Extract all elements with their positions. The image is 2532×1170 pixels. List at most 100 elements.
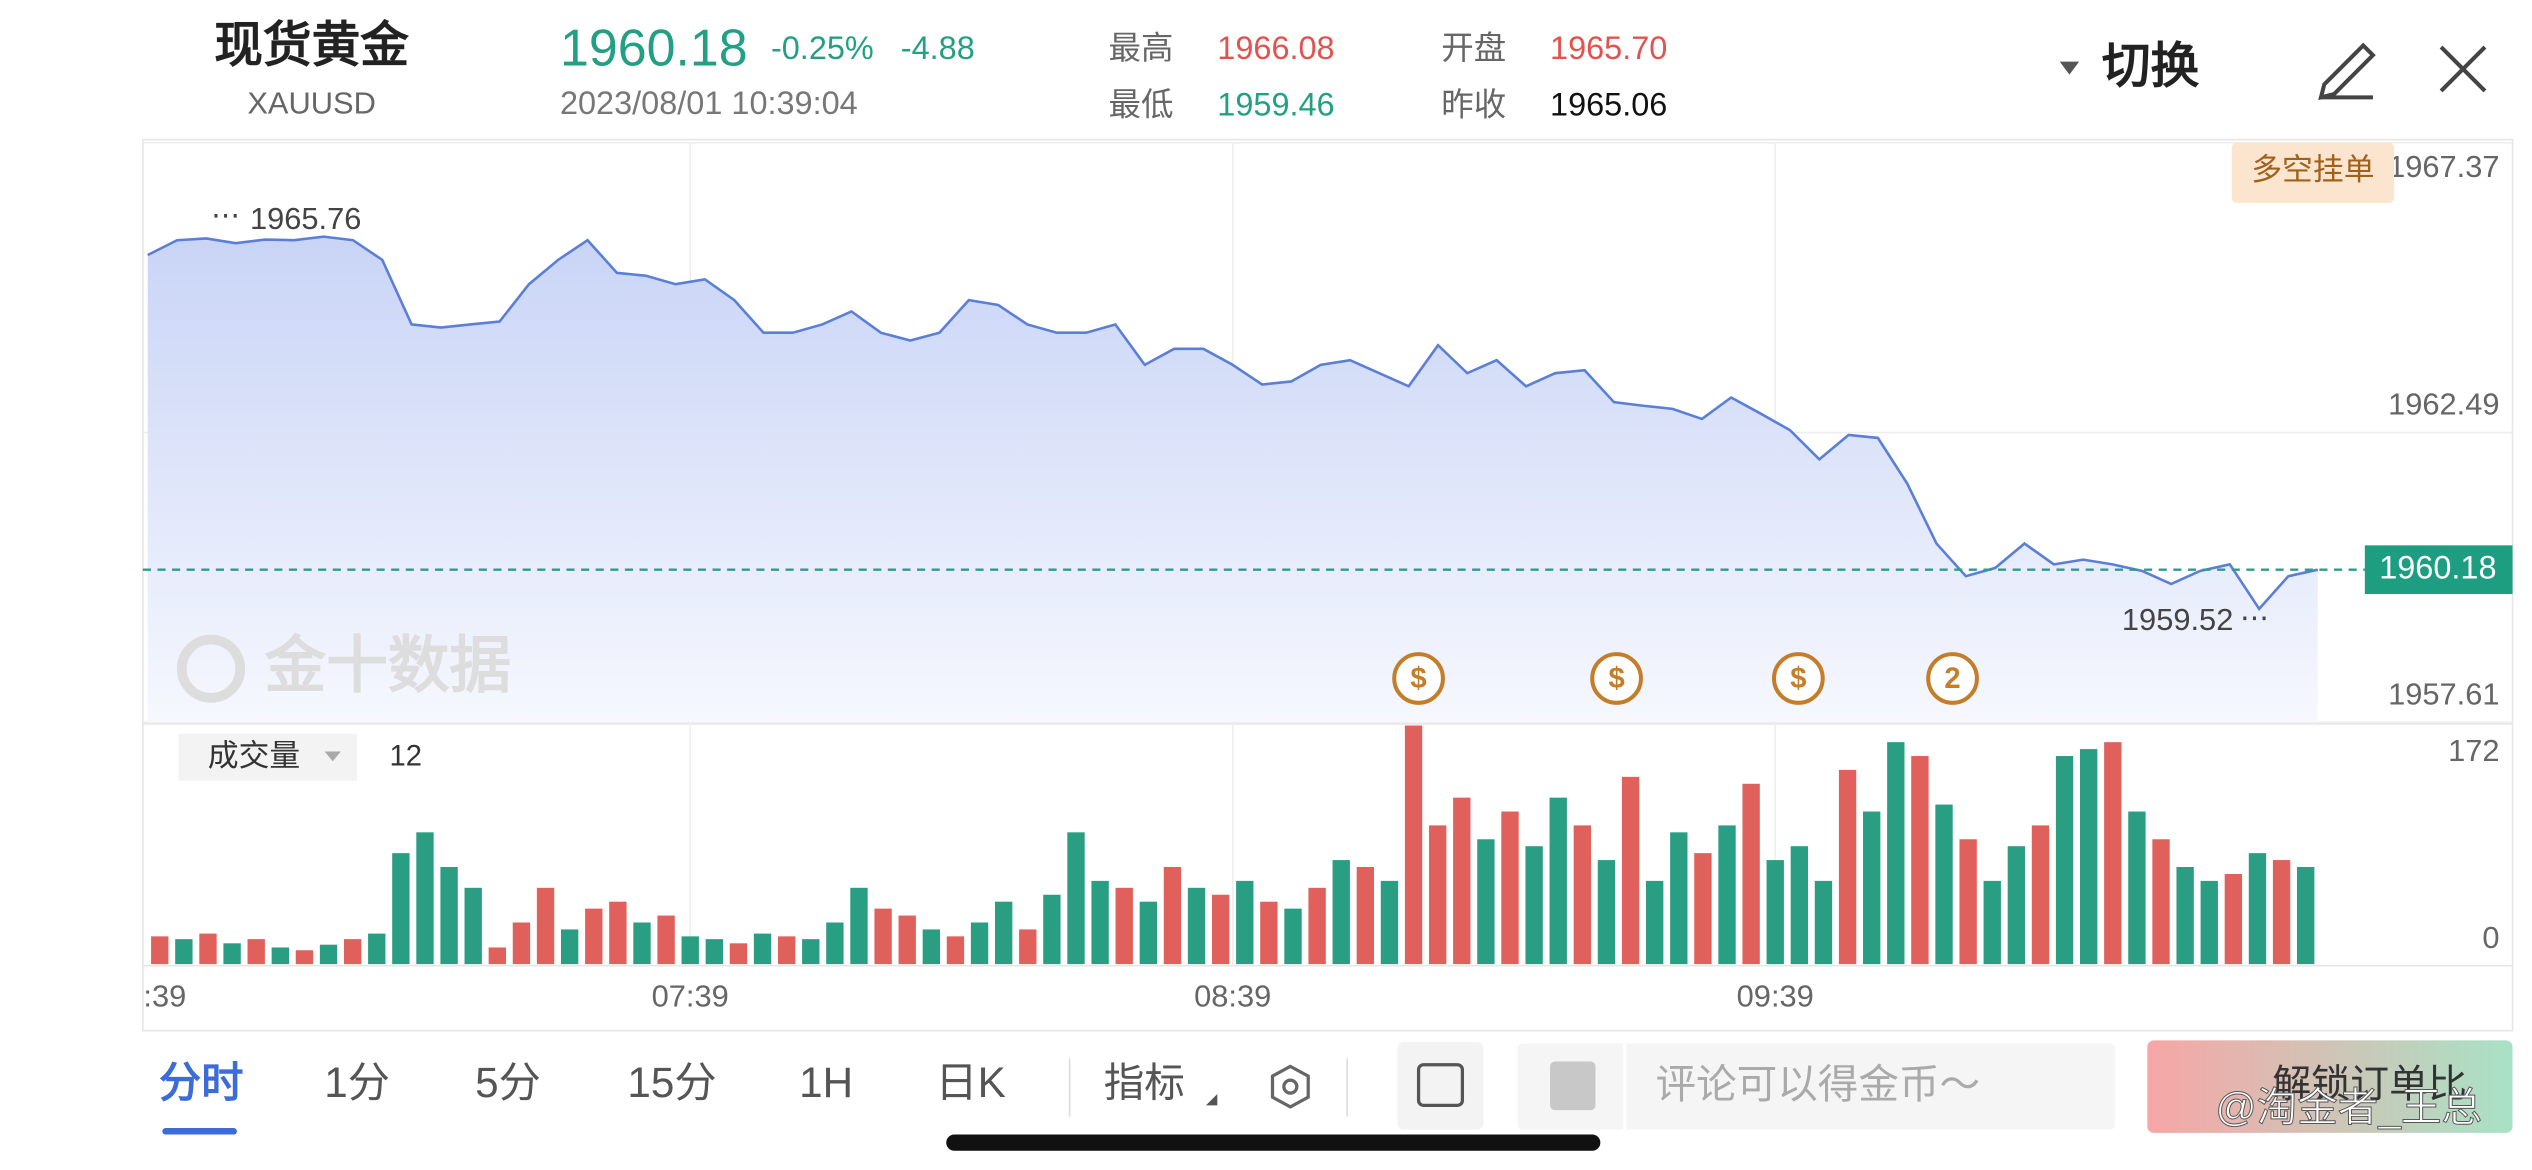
timeframe-tab[interactable]: 15分 — [627, 1059, 716, 1106]
volume-title[interactable]: 成交量 — [208, 738, 300, 773]
volume-bar — [343, 939, 362, 965]
volume-bar — [657, 915, 675, 965]
volume-bar — [2248, 853, 2267, 965]
volume-bar — [1983, 880, 2001, 965]
volume-bar — [223, 943, 241, 965]
volume-bar — [850, 887, 868, 965]
price-line — [147, 235, 2319, 611]
event-marker[interactable] — [1590, 652, 1643, 705]
volume-bar — [2152, 839, 2170, 965]
volume-bar — [2272, 860, 2291, 965]
stat-label: 昨收 — [1441, 87, 1506, 123]
stat-value: 1959.46 — [1217, 87, 1334, 123]
volume-bar — [440, 867, 458, 965]
volume-bar — [1211, 894, 1230, 965]
volume-bar — [1332, 860, 1350, 965]
volume-bar — [1742, 783, 1760, 965]
symbol: XAUUSD — [247, 86, 375, 121]
volume-bar — [729, 943, 748, 965]
stat-value: 1965.70 — [1550, 30, 1667, 66]
event-marker[interactable] — [1771, 652, 1825, 705]
timeframe-tab[interactable]: 1H — [799, 1059, 853, 1106]
x-tick-label: 09:39 — [1737, 978, 1814, 1013]
watermark: 金十数据 — [264, 632, 512, 701]
volume-bar — [1019, 929, 1037, 965]
volume-bar — [609, 901, 627, 965]
volume-bar — [1356, 867, 1375, 965]
comment-icon — [1550, 1061, 1596, 1111]
y-tick-label: 1957.61 — [2388, 676, 2499, 711]
volume-bar — [2224, 873, 2243, 965]
volume-bar — [681, 936, 699, 965]
y-tick-label: 172 — [2448, 733, 2499, 768]
volume-bar — [1597, 860, 1616, 965]
volume-bar — [2297, 867, 2315, 965]
volume-bar — [705, 939, 724, 965]
volume-bar — [416, 832, 434, 965]
volume-bar — [151, 936, 169, 965]
watermark: @淘金者_王总 — [2216, 1084, 2483, 1130]
volume-bar — [1670, 832, 1688, 965]
volume-bar — [1935, 804, 1953, 965]
change-pct: -0.25% — [771, 30, 874, 66]
timeframe-tab[interactable]: 分时 — [159, 1059, 243, 1106]
volume-bar — [1284, 908, 1302, 965]
volume-bar — [488, 947, 507, 965]
settings-icon[interactable] — [1270, 1064, 1310, 1109]
current-price-label: 1960.18 — [2379, 549, 2496, 585]
event-label: $ — [1790, 663, 1806, 695]
order-icon-box[interactable] — [1397, 1042, 1484, 1130]
unlock-button[interactable] — [2147, 1040, 2513, 1133]
timeframe-tab[interactable]: 5分 — [475, 1059, 541, 1106]
stat-value: 1965.06 — [1550, 87, 1667, 123]
close-icon[interactable] — [2439, 45, 2487, 93]
unlock-label: 解锁订单比 — [2272, 1064, 2467, 1107]
home-indicator — [946, 1134, 1601, 1151]
volume-bar — [1260, 901, 1278, 965]
high-dots: ⋯ — [211, 200, 240, 232]
volume-bar — [1911, 756, 1929, 965]
active-tab-underline — [162, 1128, 237, 1135]
volume-bar — [1838, 769, 1857, 965]
volume-bar — [2176, 867, 2194, 965]
volume-bar — [1694, 853, 1712, 965]
volume-bar — [1115, 887, 1133, 965]
event-marker[interactable] — [1926, 652, 1979, 705]
volume-bar — [2007, 846, 2026, 965]
volume-bar — [1863, 811, 1881, 965]
volume-bar — [753, 933, 772, 965]
y-tick-label: 0 — [2482, 920, 2499, 955]
timeframe-tab[interactable]: 日K — [935, 1059, 1005, 1106]
price-area — [147, 236, 2318, 723]
volume-bar — [1887, 742, 1905, 965]
indicator-button[interactable]: 指标 — [1104, 1060, 1185, 1106]
volume-bar — [802, 939, 820, 965]
event-marker[interactable] — [1392, 652, 1445, 705]
volume-bar — [1573, 825, 1592, 965]
volume-bar — [1139, 901, 1158, 965]
volume-bar — [560, 929, 579, 965]
volume-bar — [1043, 894, 1061, 965]
dropdown-arrow — [2059, 61, 2080, 75]
stat-label: 开盘 — [1441, 30, 1506, 66]
volume-bar — [1790, 846, 1809, 965]
volume-bar — [970, 922, 989, 965]
edit-icon[interactable] — [2318, 42, 2376, 101]
volume-bar — [994, 901, 1013, 965]
volume-bar — [1646, 880, 1664, 965]
volume-bar — [2080, 749, 2098, 965]
volume-bar — [512, 922, 531, 965]
volume-bar — [1453, 797, 1471, 965]
comment-box[interactable] — [1517, 1043, 2115, 1130]
timeframe-tab[interactable]: 1分 — [324, 1059, 390, 1106]
long-short-button[interactable]: 多空挂单 — [2251, 152, 2374, 187]
current-price-box — [2364, 545, 2513, 595]
switch-button[interactable]: 切换 — [2102, 40, 2200, 94]
event-label: $ — [1410, 663, 1426, 695]
volume-bar — [295, 950, 314, 965]
event-label: $ — [1608, 663, 1624, 695]
volume-bar — [1814, 880, 1833, 965]
volume-bar — [826, 922, 844, 965]
